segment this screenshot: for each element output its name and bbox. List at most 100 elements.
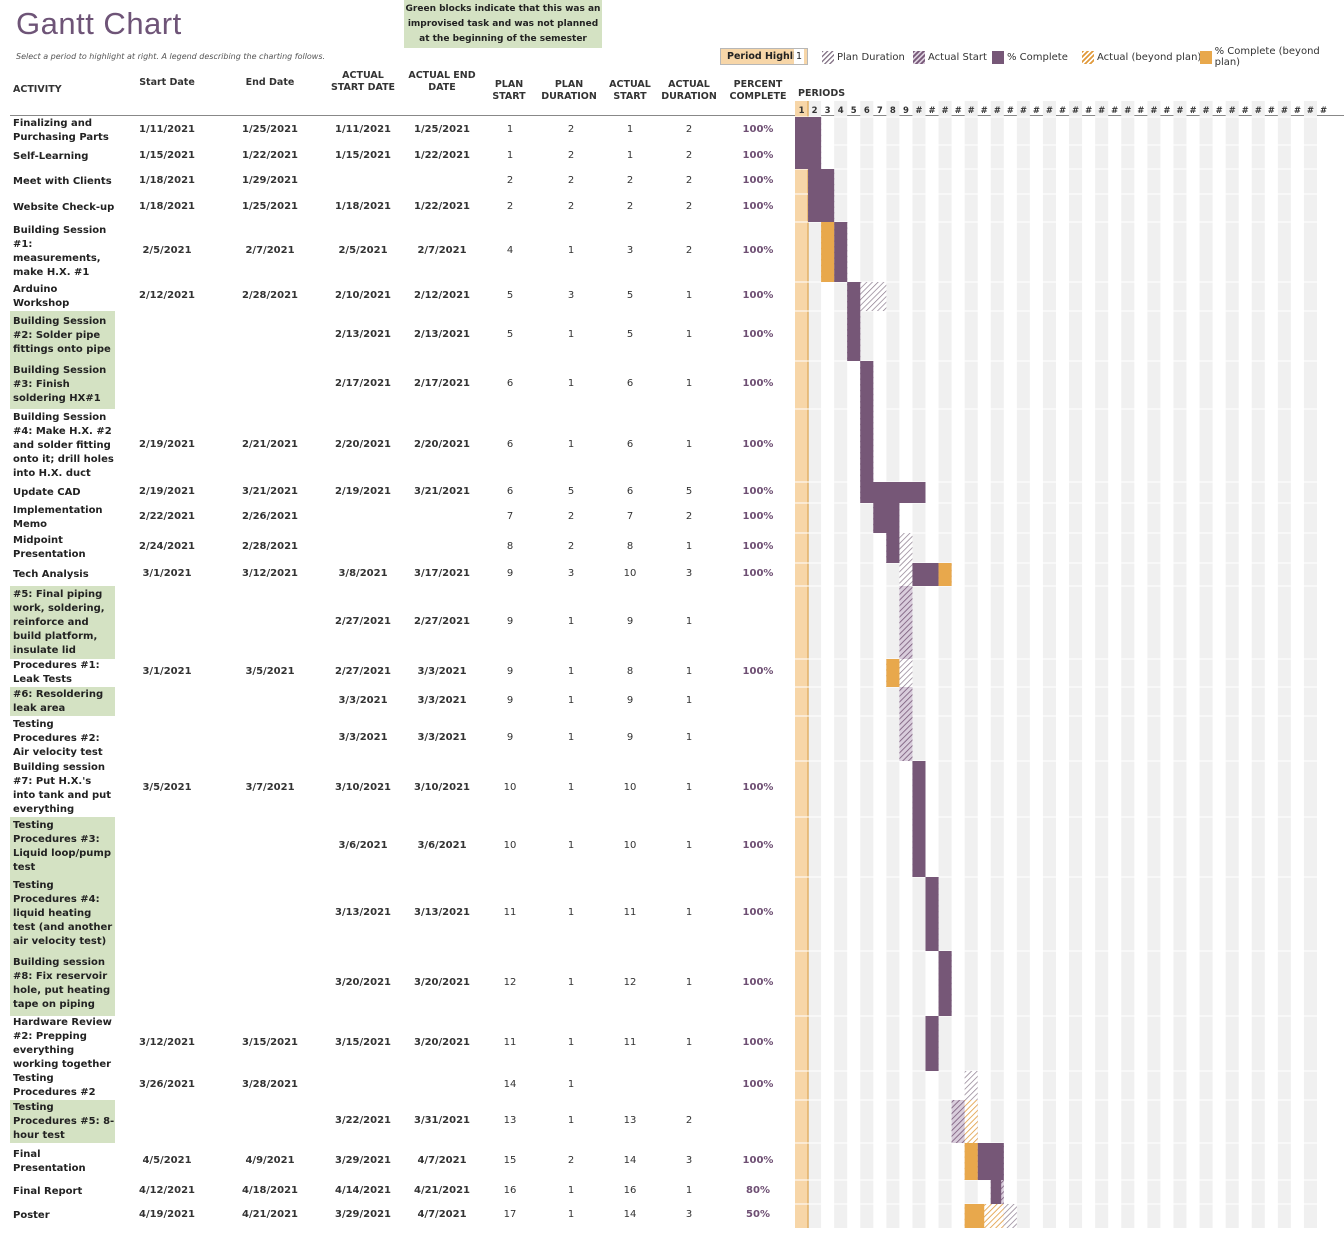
legend-swatch-plan — [822, 50, 834, 64]
task-name: Arduino Workshop — [13, 283, 70, 309]
task-astart: 2/27/2021 — [334, 615, 391, 627]
col-periods: PERIODS — [798, 88, 846, 99]
task-aend: 1/22/2021 — [413, 201, 470, 212]
task-acstart: 8 — [626, 541, 634, 552]
task-pct: 100% — [742, 666, 774, 677]
task-pct: 100% — [742, 289, 774, 301]
task-pdur: 2 — [567, 174, 575, 186]
actual-bar — [899, 716, 913, 761]
task-acdur: 3 — [685, 1154, 693, 1166]
complete-bar — [925, 877, 939, 951]
period-stripe — [1147, 101, 1161, 1228]
task-pdur: 2 — [567, 201, 575, 212]
legend-label: Actual (beyond plan) — [1097, 51, 1202, 63]
task-astart: 3/10/2021 — [334, 782, 391, 793]
complete-bar — [912, 817, 926, 877]
task-pdur: 2 — [567, 150, 575, 161]
col-percent-complete: PERCENT COMPLETE — [729, 79, 787, 102]
task-acdur: 1 — [685, 438, 693, 450]
task-name: Update CAD — [13, 486, 81, 498]
task-pdur: 5 — [567, 485, 575, 497]
task-pct: 100% — [742, 1078, 774, 1090]
period-highlight-field[interactable]: Period Highlig 1 — [720, 48, 808, 65]
period-label: # — [915, 106, 922, 116]
period-stripe — [1173, 101, 1187, 1228]
task-pdur: 3 — [567, 289, 575, 301]
task-pdur: 1 — [567, 1078, 575, 1090]
task-pdur: 1 — [567, 329, 575, 340]
task-end: 4/9/2021 — [245, 1154, 295, 1166]
period-label: # — [1216, 106, 1223, 116]
task-aend: 2/20/2021 — [413, 438, 470, 450]
task-astart: 1/11/2021 — [334, 124, 391, 135]
task-pstart: 6 — [506, 438, 514, 450]
task-aend: 3/21/2021 — [413, 485, 470, 497]
task-acdur: 1 — [685, 694, 693, 706]
task-aend: 2/17/2021 — [413, 378, 470, 389]
legend-item-beyond: Actual (beyond plan) — [1082, 47, 1201, 67]
task-name: Building Session #4: Make H.X. #2 and so… — [13, 411, 114, 479]
task-aend: 4/7/2021 — [417, 1154, 467, 1166]
task-aend: 3/6/2021 — [417, 840, 467, 851]
period-label: # — [968, 106, 975, 116]
task-start: 3/5/2021 — [142, 782, 192, 793]
task-astart: 3/13/2021 — [334, 907, 391, 918]
task-acdur: 2 — [685, 201, 693, 212]
col-plan-duration: PLAN DURATION — [541, 79, 597, 102]
task-acstart: 6 — [626, 485, 634, 497]
task-name: Tech Analysis — [13, 568, 89, 580]
task-aend: 4/7/2021 — [417, 1209, 467, 1220]
task-start: 3/1/2021 — [142, 567, 192, 579]
task-acdur: 1 — [685, 329, 693, 340]
task-astart: 2/13/2021 — [334, 329, 391, 340]
period-label: # — [1255, 106, 1262, 116]
task-start: 1/18/2021 — [138, 201, 195, 212]
task-acstart: 2 — [626, 174, 634, 186]
task-pct: 100% — [742, 485, 774, 497]
complete-beyond-bar — [886, 659, 900, 687]
task-pct: 100% — [742, 567, 774, 579]
period-highlight-value[interactable]: 1 — [793, 49, 804, 64]
task-pstart: 5 — [506, 329, 514, 340]
task-acdur: 1 — [685, 1185, 693, 1196]
task-pstart: 14 — [503, 1078, 517, 1090]
task-start: 2/5/2021 — [142, 245, 192, 256]
period-label: # — [994, 106, 1001, 116]
legend-item-complete: % Complete — [992, 47, 1068, 67]
task-pdur: 1 — [567, 840, 575, 851]
task-pdur: 2 — [567, 541, 575, 552]
complete-bar — [912, 761, 926, 817]
period-label: 2 — [812, 106, 818, 116]
task-name: Building Session #3: Finish soldering HX… — [10, 361, 115, 409]
task-pdur: 1 — [567, 782, 575, 793]
task-astart: 3/3/2021 — [338, 731, 388, 743]
task-pstart: 7 — [506, 511, 514, 522]
task-start: 1/18/2021 — [138, 174, 195, 186]
task-name: Finalizing and Purchasing Parts — [13, 118, 109, 143]
plan-bar — [964, 1071, 978, 1100]
period-label: # — [1189, 106, 1196, 116]
task-acdur: 2 — [685, 245, 693, 256]
period-label: # — [1320, 106, 1327, 116]
task-aend: 1/25/2021 — [413, 124, 470, 135]
task-acstart: 5 — [626, 329, 634, 340]
task-name: Building Session #2: Solder pipe fitting… — [10, 311, 115, 361]
complete-bar — [860, 409, 874, 482]
task-pstart: 12 — [503, 976, 517, 988]
period-highlight-label: Period Highlig — [727, 51, 804, 62]
period-label: 7 — [877, 106, 883, 116]
task-pdur: 2 — [567, 1154, 575, 1166]
task-acdur: 1 — [685, 378, 693, 389]
complete-bar — [834, 222, 848, 282]
period-label: # — [1203, 106, 1210, 116]
task-start: 2/19/2021 — [138, 485, 195, 497]
task-astart: 3/15/2021 — [334, 1036, 391, 1048]
task-end: 2/7/2021 — [245, 245, 295, 256]
task-start: 3/1/2021 — [142, 666, 192, 677]
legend-label: Actual Start — [928, 51, 987, 63]
task-acdur: 2 — [685, 1114, 693, 1126]
complete-bar — [808, 194, 835, 222]
task-acdur: 2 — [685, 174, 693, 186]
task-end: 3/5/2021 — [245, 666, 295, 677]
complete-bar — [808, 169, 835, 194]
